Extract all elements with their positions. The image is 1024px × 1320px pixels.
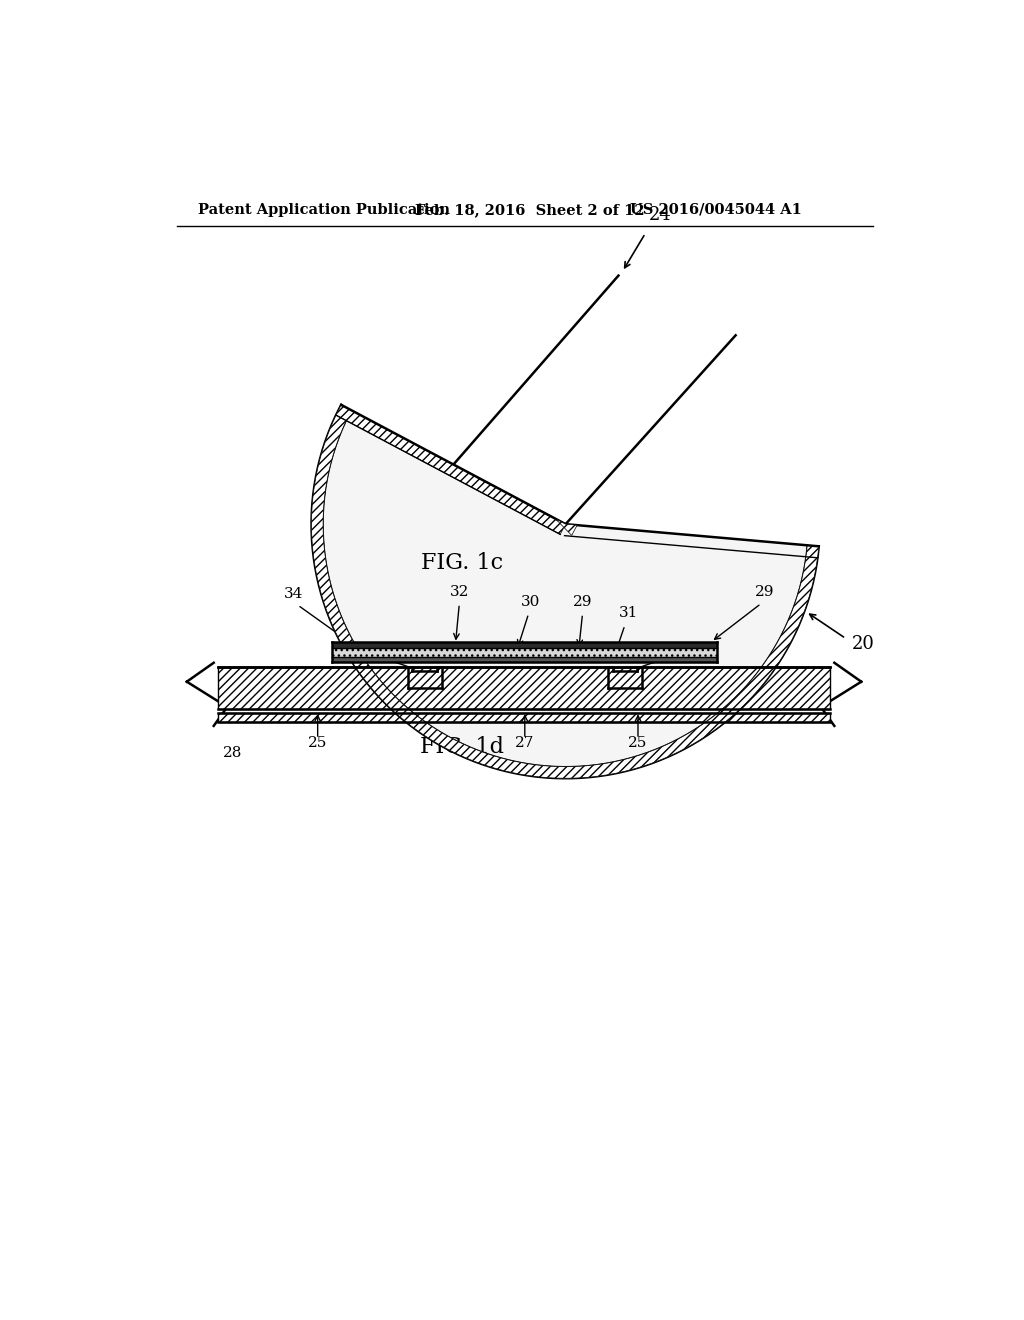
Polygon shape — [336, 405, 565, 535]
Text: 32: 32 — [450, 585, 469, 599]
Text: 25: 25 — [629, 735, 647, 750]
Polygon shape — [333, 642, 717, 648]
Text: 25: 25 — [308, 735, 328, 750]
Text: 31: 31 — [620, 606, 638, 620]
Polygon shape — [333, 657, 717, 663]
Text: Feb. 18, 2016  Sheet 2 of 12: Feb. 18, 2016 Sheet 2 of 12 — [416, 203, 645, 216]
Text: 29: 29 — [572, 595, 592, 609]
Text: US 2016/0045044 A1: US 2016/0045044 A1 — [630, 203, 802, 216]
Polygon shape — [555, 519, 578, 536]
Text: FIG. 1d: FIG. 1d — [420, 737, 504, 759]
Polygon shape — [311, 405, 819, 779]
Text: 29: 29 — [756, 585, 775, 599]
Polygon shape — [311, 405, 819, 779]
Text: 30: 30 — [521, 595, 541, 609]
Text: Patent Application Publication: Patent Application Publication — [199, 203, 451, 216]
Polygon shape — [333, 648, 717, 657]
Text: FIG. 1c: FIG. 1c — [421, 552, 503, 574]
Text: 24: 24 — [649, 206, 672, 224]
Polygon shape — [217, 667, 830, 709]
Text: 34: 34 — [284, 587, 303, 601]
Text: 27: 27 — [515, 735, 535, 750]
Text: 28: 28 — [223, 746, 243, 760]
Polygon shape — [217, 713, 830, 722]
Text: 20: 20 — [852, 635, 874, 653]
